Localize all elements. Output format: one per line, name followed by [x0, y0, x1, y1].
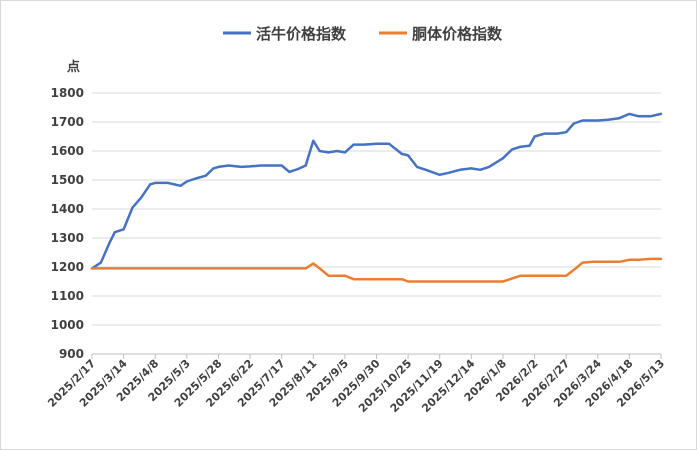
y-axis-ticks: 900 1000 1100 1200 1300 1400 1500 1600 1700 1800	[51, 86, 84, 361]
y-tick-label: 1000	[51, 318, 84, 332]
y-tick-label: 1200	[51, 260, 84, 274]
y-axis-unit-label: 点	[67, 59, 80, 75]
x-axis: 2025/2/172025/3/142025/4/82025/5/32025/5…	[45, 353, 667, 415]
series-line-live-cattle	[90, 112, 663, 270]
y-tick-label: 900	[59, 347, 84, 361]
y-tick-label: 1100	[51, 289, 84, 303]
legend-label-carcass: 胴体价格指数	[412, 25, 503, 43]
legend-label-live-cattle: 活牛价格指数	[256, 25, 347, 43]
series-line-carcass	[90, 257, 663, 283]
y-tick-label: 1800	[51, 86, 84, 100]
y-tick-label: 1600	[51, 144, 84, 158]
legend: 活牛价格指数 胴体价格指数	[223, 25, 503, 43]
y-tick-label: 1500	[51, 173, 84, 187]
gridlines	[92, 92, 661, 326]
y-tick-label: 1300	[51, 231, 84, 245]
y-tick-label: 1700	[51, 115, 84, 129]
y-tick-label: 1400	[51, 202, 84, 216]
series-lines	[90, 112, 663, 283]
